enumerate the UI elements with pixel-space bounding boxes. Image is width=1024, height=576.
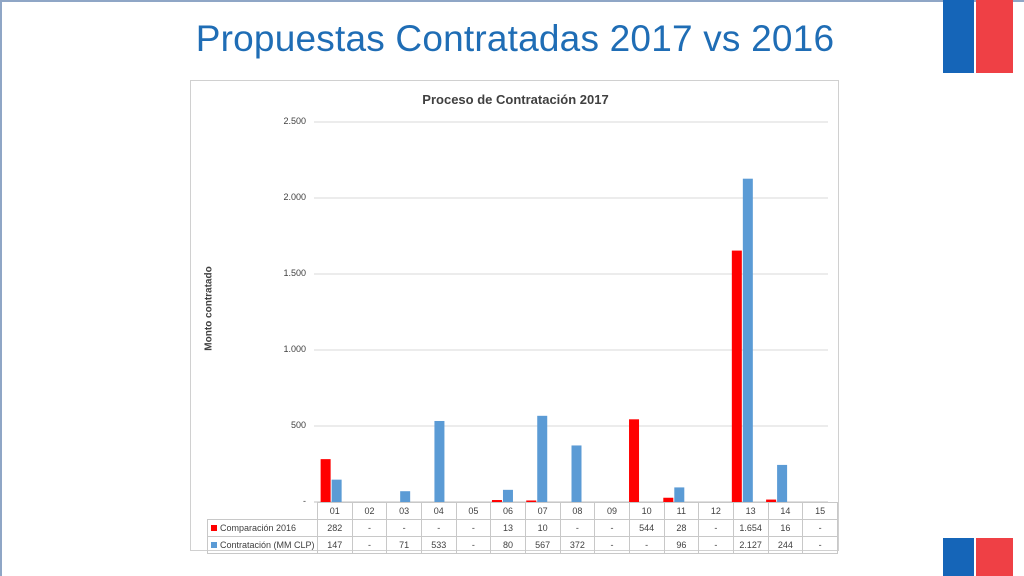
bar-comparacion-2016-14 xyxy=(766,499,777,502)
plot-area xyxy=(314,121,828,503)
data-label: - xyxy=(698,519,734,537)
bar-contratacion-2017-04 xyxy=(434,420,445,502)
data-table-row-2016: Comparación 2016 282 - - - - 13 10 - - 5… xyxy=(207,519,838,537)
flag-red-stripe xyxy=(976,0,1013,73)
data-label: 544 xyxy=(628,519,665,537)
data-label: - xyxy=(455,519,492,537)
category-label: 06 xyxy=(490,502,526,520)
flag-decoration-bottom xyxy=(943,538,1013,576)
data-label: - xyxy=(698,536,734,554)
category-label: 02 xyxy=(351,502,388,520)
bar-contratacion-2017-01 xyxy=(331,479,342,502)
bar-comparacion-2016-01 xyxy=(320,459,331,502)
series-name: Contratación (MM CLP) xyxy=(220,540,315,550)
y-tick-label: - xyxy=(303,496,306,506)
data-label: - xyxy=(386,519,422,537)
bar-contratacion-2017-06 xyxy=(502,489,513,502)
data-label: 244 xyxy=(767,536,804,554)
legend-swatch-blue xyxy=(211,542,217,548)
data-label: - xyxy=(594,536,630,554)
data-label: - xyxy=(802,519,838,537)
y-tick-label: 500 xyxy=(290,420,306,430)
category-label: 10 xyxy=(628,502,665,520)
data-label: - xyxy=(351,536,388,554)
data-table: 01 02 03 04 05 06 07 08 09 10 11 12 13 1… xyxy=(207,502,838,554)
bar-comparacion-2016-06 xyxy=(491,500,502,502)
data-label: 71 xyxy=(386,536,422,554)
category-label: 05 xyxy=(455,502,492,520)
category-label: 08 xyxy=(559,502,596,520)
data-label: 1.654 xyxy=(732,519,769,537)
data-label: 10 xyxy=(524,519,561,537)
flag-blue-stripe xyxy=(943,0,974,73)
bar-contratacion-2017-03 xyxy=(400,491,411,502)
category-label: 07 xyxy=(524,502,561,520)
data-label: 13 xyxy=(490,519,526,537)
data-label: 567 xyxy=(524,536,561,554)
y-tick-label: 1.000 xyxy=(283,344,306,354)
bar-contratacion-2017-08 xyxy=(571,445,582,502)
y-tick-label: 2.000 xyxy=(283,192,306,202)
data-label: 28 xyxy=(663,519,700,537)
category-label: 03 xyxy=(386,502,422,520)
flag-blue-stripe xyxy=(943,538,974,576)
data-label: 16 xyxy=(767,519,804,537)
data-label: 282 xyxy=(316,519,353,537)
bar-comparacion-2016-13 xyxy=(731,250,742,502)
bar-comparacion-2016-11 xyxy=(663,497,674,502)
data-label: - xyxy=(628,536,665,554)
slide-top-border xyxy=(0,0,1024,2)
data-label: 147 xyxy=(316,536,353,554)
category-label: 14 xyxy=(767,502,804,520)
category-label: 12 xyxy=(698,502,734,520)
data-label: - xyxy=(420,519,457,537)
slide-left-border xyxy=(0,0,2,576)
data-table-corner xyxy=(208,503,318,520)
data-label: - xyxy=(351,519,388,537)
category-label: 01 xyxy=(316,502,353,520)
data-label: - xyxy=(559,519,596,537)
chart-container: Proceso de Contratación 2017 Monto contr… xyxy=(190,80,839,554)
legend-entry-2016: Comparación 2016 xyxy=(207,519,318,537)
bar-comparacion-2016-10 xyxy=(629,419,640,502)
series-name: Comparación 2016 xyxy=(220,523,297,533)
category-label: 04 xyxy=(420,502,457,520)
category-label: 15 xyxy=(802,502,838,520)
chart-title: Proceso de Contratación 2017 xyxy=(422,92,609,107)
data-label: 80 xyxy=(490,536,526,554)
category-label: 09 xyxy=(594,502,630,520)
category-label: 11 xyxy=(663,502,700,520)
legend-swatch-red xyxy=(211,525,217,531)
data-label: - xyxy=(455,536,492,554)
slide-title: Propuestas Contratadas 2017 vs 2016 xyxy=(195,18,835,59)
data-label: 96 xyxy=(663,536,700,554)
bar-contratacion-2017-11 xyxy=(674,487,685,502)
legend-entry-2017: Contratación (MM CLP) xyxy=(207,536,318,554)
bar-contratacion-2017-14 xyxy=(777,464,788,502)
y-tick-label: 1.500 xyxy=(283,268,306,278)
flag-decoration-top xyxy=(943,0,1013,73)
data-table-header-row: 01 02 03 04 05 06 07 08 09 10 11 12 13 1… xyxy=(208,502,838,520)
data-label: 2.127 xyxy=(732,536,769,554)
flag-red-stripe xyxy=(976,538,1013,576)
data-label: 533 xyxy=(420,536,457,554)
bar-contratacion-2017-13 xyxy=(742,178,753,503)
category-label: 13 xyxy=(732,502,769,520)
bar-contratacion-2017-07 xyxy=(537,415,548,502)
data-table-row-2017: Contratación (MM CLP) 147 - 71 533 - 80 … xyxy=(207,536,838,554)
y-tick-label: 2.500 xyxy=(283,116,306,126)
bar-comparacion-2016-07 xyxy=(526,500,537,502)
data-label: - xyxy=(802,536,838,554)
data-label: - xyxy=(594,519,630,537)
data-label: 372 xyxy=(559,536,596,554)
